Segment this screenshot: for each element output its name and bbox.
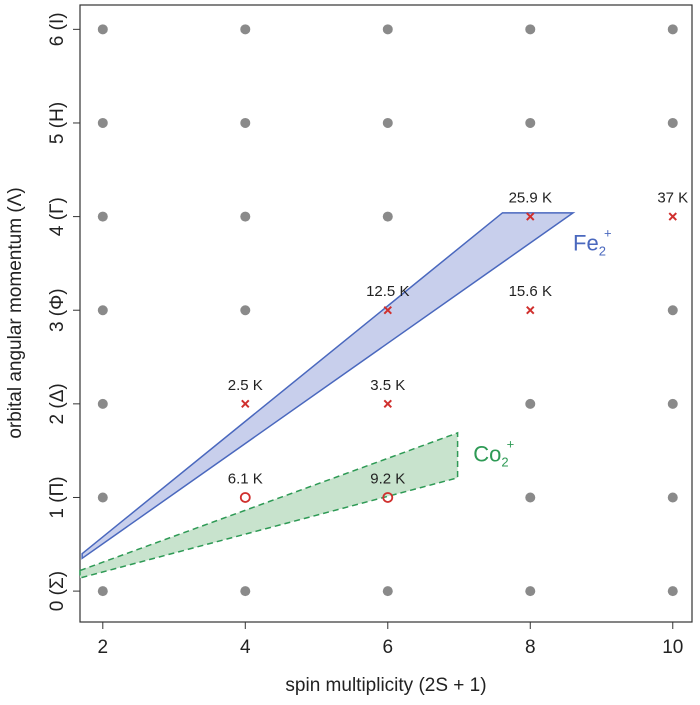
grid-dot	[382, 211, 393, 222]
grid-dot	[667, 492, 678, 503]
region-label: Co2 +	[473, 437, 514, 470]
grid-dot	[97, 305, 108, 316]
y-axis-label: orbital angular momentum (Λ)	[5, 187, 26, 438]
grid-dot	[525, 398, 536, 409]
y-tick-label: 2 (Δ)	[47, 383, 68, 424]
grid-dot	[97, 492, 108, 503]
region	[79, 431, 459, 579]
point-label: 3.5 K	[370, 377, 405, 394]
cross-marker	[241, 399, 250, 409]
y-tick-label: 5 (H)	[47, 102, 68, 144]
point-label: 12.5 K	[366, 283, 409, 300]
x-tick-label: 6	[382, 637, 393, 658]
grid-dot	[525, 24, 536, 35]
x-tick-label: 4	[240, 637, 251, 658]
cross-marker	[383, 399, 392, 409]
x-tick-label: 10	[662, 637, 683, 658]
cross-marker	[383, 306, 392, 315]
grid-dot	[525, 117, 536, 128]
grid-dot	[667, 586, 678, 597]
grid-dot	[667, 398, 678, 409]
grid-dot	[382, 24, 393, 35]
region-label: Fe2 +	[573, 226, 612, 259]
y-tick-label: 0 (Σ)	[47, 571, 68, 611]
label-main: Fe	[573, 230, 599, 255]
cross-marker	[668, 212, 677, 221]
label-sub: 2	[599, 244, 606, 259]
grid-dot	[667, 117, 678, 128]
grid-dot	[382, 117, 393, 128]
grid-dot	[240, 586, 251, 597]
x-axis-label: spin multiplicity (2S + 1)	[285, 675, 486, 696]
y-tick-label: 6 (I)	[47, 12, 68, 46]
y-tick-label: 4 (Γ)	[47, 197, 68, 236]
point-label: 6.1 K	[228, 470, 263, 487]
x-tick-label: 2	[98, 637, 109, 658]
plot-frame	[79, 4, 693, 623]
point-label: 25.9 K	[509, 190, 552, 207]
label-sup: +	[604, 226, 612, 241]
grid-dot	[382, 586, 393, 597]
grid-dot	[240, 305, 251, 316]
grid-dot	[525, 492, 536, 503]
grid-dot	[97, 586, 108, 597]
circle-marker	[382, 492, 394, 503]
y-tick-label: 1 (Π)	[47, 476, 68, 518]
circle-marker	[239, 492, 251, 503]
label-sub: 2	[501, 455, 508, 470]
point-label: 2.5 K	[228, 377, 263, 394]
x-tick-label: 8	[525, 637, 536, 658]
grid-dot	[97, 211, 108, 222]
point-label: 9.2 K	[370, 470, 405, 487]
grid-dot	[667, 24, 678, 35]
label-sup: +	[507, 437, 515, 452]
grid-dot	[97, 117, 108, 128]
grid-dot	[97, 24, 108, 35]
label-main: Co	[473, 441, 501, 466]
point-label: 37 K	[657, 190, 688, 207]
point-label: 15.6 K	[509, 283, 552, 300]
cross-marker	[526, 306, 535, 315]
grid-dot	[240, 211, 251, 222]
grid-dot	[97, 398, 108, 409]
cross-marker	[526, 212, 535, 221]
y-tick-label: 3 (Φ)	[47, 288, 68, 332]
grid-dot	[667, 305, 678, 316]
region	[81, 212, 576, 560]
grid-dot	[525, 586, 536, 597]
grid-dot	[240, 24, 251, 35]
grid-dot	[240, 117, 251, 128]
